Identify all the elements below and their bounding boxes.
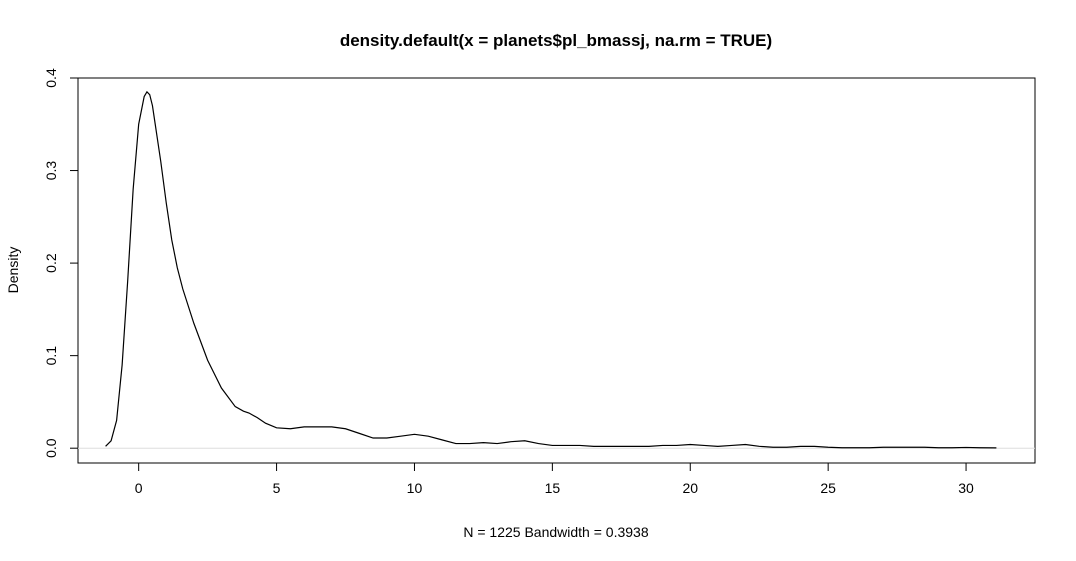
y-axis-label: Density [5,247,21,294]
x-tick-label: 0 [135,480,143,496]
plot-frame [77,77,1036,464]
x-axis-label: N = 1225 Bandwidth = 0.3938 [463,524,648,540]
y-tick-label: 0.4 [43,68,59,88]
x-tick-label: 20 [682,480,698,496]
x-tick-label: 25 [820,480,836,496]
y-tick-label: 0.2 [43,253,59,273]
x-tick-label: 30 [958,480,974,496]
x-axis: 0 5 10 15 20 25 30 [135,463,974,496]
y-tick-label: 0.1 [43,346,59,366]
x-tick-label: 15 [545,480,561,496]
x-tick-label: 10 [407,480,423,496]
y-tick-label: 0.3 [43,161,59,181]
y-axis: 0.0 0.1 0.2 0.3 0.4 [43,68,78,458]
x-tick-label: 5 [273,480,281,496]
density-curve [105,90,997,449]
y-tick-label: 0.0 [43,438,59,458]
chart-title: density.default(x = planets$pl_bmassj, n… [340,31,772,50]
